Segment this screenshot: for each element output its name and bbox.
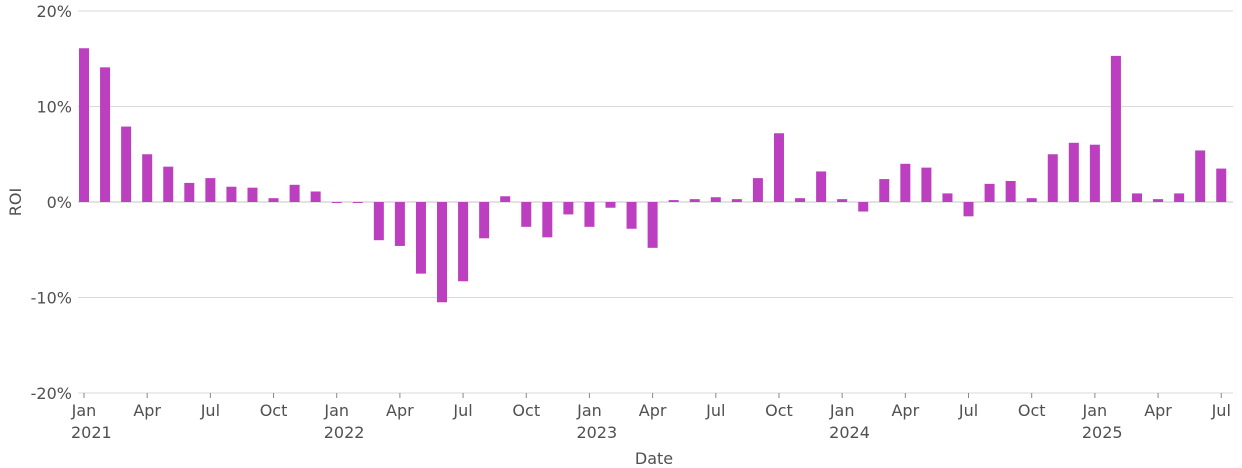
y-axis-title: ROI bbox=[6, 188, 25, 216]
bar bbox=[984, 183, 995, 202]
x-tick-label: Jul bbox=[452, 401, 472, 420]
x-tick-year-label: 2023 bbox=[576, 423, 617, 442]
x-tick-label: Jan bbox=[71, 401, 97, 420]
bar bbox=[352, 202, 363, 203]
bar bbox=[626, 202, 637, 229]
x-tick-label: Apr bbox=[1144, 401, 1172, 420]
bar bbox=[1195, 150, 1206, 202]
bar bbox=[1216, 168, 1227, 202]
bar bbox=[731, 199, 742, 202]
y-tick-label: -20% bbox=[31, 384, 72, 403]
y-tick-label: 10% bbox=[36, 98, 72, 117]
bar bbox=[563, 202, 574, 215]
bar bbox=[1110, 55, 1121, 203]
bar bbox=[795, 198, 806, 202]
bar bbox=[1005, 180, 1016, 202]
x-tick-label: Oct bbox=[260, 401, 288, 420]
bar bbox=[121, 126, 132, 202]
y-tick-label: 0% bbox=[47, 193, 72, 212]
bar bbox=[773, 133, 784, 202]
bar bbox=[479, 202, 490, 239]
bar bbox=[837, 199, 848, 202]
x-tick-year-label: 2021 bbox=[71, 423, 112, 442]
bar bbox=[1089, 144, 1100, 202]
bar bbox=[816, 171, 827, 202]
bar bbox=[752, 178, 763, 202]
bar bbox=[500, 196, 511, 202]
bar bbox=[647, 202, 658, 248]
bar bbox=[921, 167, 932, 202]
bar bbox=[689, 199, 700, 202]
x-tick-label: Jan bbox=[829, 401, 855, 420]
bar bbox=[1047, 154, 1058, 202]
bar bbox=[415, 202, 426, 274]
bar bbox=[542, 202, 553, 238]
x-tick-label: Jul bbox=[958, 401, 978, 420]
bar bbox=[942, 193, 953, 202]
bar bbox=[879, 179, 890, 202]
x-tick-year-label: 2025 bbox=[1082, 423, 1123, 442]
x-tick-label: Oct bbox=[765, 401, 793, 420]
bar bbox=[858, 202, 869, 212]
x-tick-label: Oct bbox=[1018, 401, 1046, 420]
bar bbox=[394, 202, 405, 246]
bar bbox=[331, 202, 342, 203]
bar bbox=[310, 191, 321, 202]
bar bbox=[668, 200, 679, 202]
x-tick-label: Apr bbox=[891, 401, 919, 420]
bar bbox=[521, 202, 532, 227]
x-tick-label: Apr bbox=[133, 401, 161, 420]
bar bbox=[1026, 198, 1037, 202]
bar bbox=[373, 202, 384, 241]
bars bbox=[79, 48, 1227, 303]
bar bbox=[163, 166, 174, 202]
bar bbox=[1068, 142, 1079, 202]
bar bbox=[1153, 199, 1164, 202]
y-tick-label: 20% bbox=[36, 2, 72, 21]
x-axis-title: Date bbox=[635, 449, 673, 468]
bar bbox=[289, 184, 300, 202]
bar bbox=[184, 182, 195, 202]
bar bbox=[1174, 193, 1185, 202]
bar bbox=[268, 198, 279, 202]
x-tick-label: Jan bbox=[323, 401, 349, 420]
x-tick-label: Jan bbox=[576, 401, 602, 420]
bar bbox=[205, 178, 216, 202]
bar bbox=[247, 187, 258, 202]
x-tick-label: Oct bbox=[512, 401, 540, 420]
bar bbox=[605, 202, 616, 208]
y-tick-label: -10% bbox=[31, 289, 72, 308]
y-axis-ticks: 20% 10% 0% -10% -20% bbox=[31, 2, 72, 403]
bar bbox=[79, 48, 89, 203]
bar bbox=[437, 202, 448, 303]
x-tick-year-label: 2022 bbox=[324, 423, 365, 442]
bar bbox=[226, 186, 237, 202]
x-tick-label: Apr bbox=[639, 401, 667, 420]
x-tick-label: Jul bbox=[200, 401, 220, 420]
x-tick-label: Jul bbox=[705, 401, 725, 420]
x-tick-label: Jul bbox=[1211, 401, 1231, 420]
x-tick-year-label: 2024 bbox=[829, 423, 870, 442]
bar bbox=[142, 154, 153, 202]
bar bbox=[963, 202, 974, 217]
bar bbox=[900, 163, 911, 202]
bar bbox=[710, 197, 721, 202]
x-axis-ticks: Jan 2021 Apr Jul Oct Jan 2022 Apr Jul Oct Jan 2023 A… bbox=[71, 393, 1231, 442]
bar bbox=[458, 202, 469, 282]
x-tick-label: Jan bbox=[1082, 401, 1108, 420]
x-tick-label: Apr bbox=[386, 401, 414, 420]
bar bbox=[100, 67, 111, 202]
bar bbox=[1132, 193, 1142, 202]
bar bbox=[584, 202, 595, 227]
